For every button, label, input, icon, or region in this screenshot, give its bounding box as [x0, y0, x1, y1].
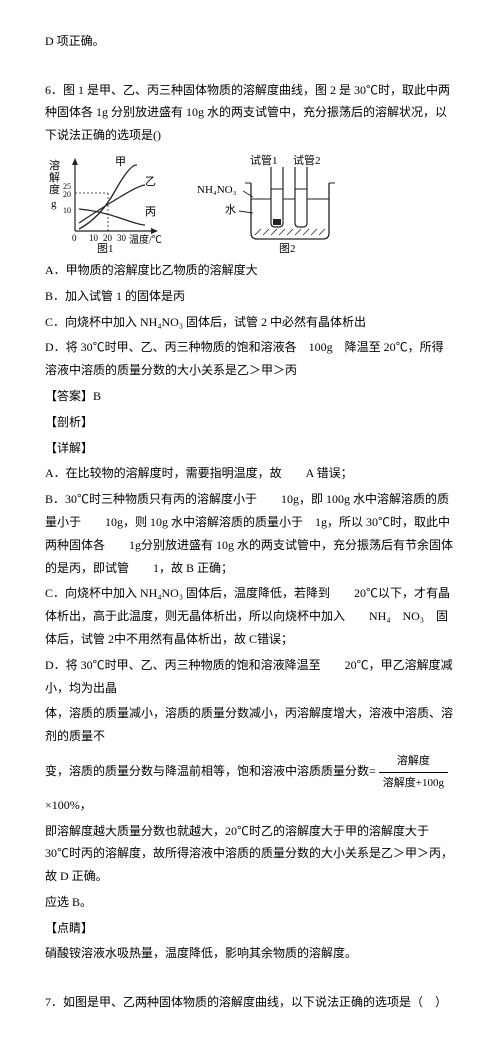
detail-header: 【详解】: [45, 437, 455, 460]
tip-body: 硝酸铵溶液水吸热量，温度降低，影响其余物质的溶解度。: [45, 942, 455, 965]
detail-d2: 变，溶质的质量分数与降温前相等，饱和溶液中溶质质量分数= 溶解度 溶解度+100…: [45, 751, 455, 817]
option-b: B．加入试管 1 的固体是丙: [45, 285, 455, 308]
detail-d1b: 体，溶质的质量减小，溶质的质量分数减小，丙溶解度增大，溶液中溶质、溶剂的质量不: [45, 702, 455, 748]
detail-b: B．30℃时三种物质只有丙的溶解度小于 10g，即 100g 水中溶解溶质的质量…: [45, 488, 455, 579]
fig2-caption: 图2: [279, 242, 296, 253]
water-label: 水: [225, 203, 236, 216]
label-bing: 丙: [145, 206, 156, 218]
figure-row: 溶 解 度 g 10 20 25 甲 乙 丙 0 10: [45, 153, 455, 253]
tube2-label: 试管2: [293, 153, 321, 167]
xtick-0: 0: [72, 233, 77, 243]
detail-d2b: ×100%，: [45, 798, 92, 812]
label-jia: 甲: [115, 156, 126, 168]
select-b: 应选 B。: [45, 891, 455, 914]
y-axis-unit: g: [51, 198, 57, 210]
tube1-solid: [273, 219, 281, 225]
label-yi: 乙: [145, 175, 156, 188]
figure-1-wrapper: 溶 解 度 g 10 20 25 甲 乙 丙 0 10: [45, 153, 175, 253]
detail-d1a: D．将 30℃时甲、乙、丙三种物质的饱和溶液降温至 20℃，甲乙溶解度减小，均为…: [45, 654, 455, 700]
tip-header: 【点睛】: [45, 917, 455, 940]
tube2: [295, 167, 307, 227]
answer: 【答案】B: [45, 385, 455, 408]
fraction-denominator: 溶解度+100g: [379, 773, 448, 794]
y-axis-label-3: 度: [49, 182, 60, 196]
fig1-caption: 图1: [97, 242, 114, 253]
x-axis-label: 温度/℃: [129, 233, 162, 246]
ytick-20: 20: [63, 190, 71, 199]
detail-d3: 即溶解度越大质量分数也就越大，20℃时乙的溶解度大于甲的溶解度大于 30℃时丙的…: [45, 820, 455, 888]
option-d: D．将 30℃时甲、乙、丙三种物质的饱和溶液各 100g 降温至 20℃，所得溶…: [45, 336, 455, 382]
option-a: A．甲物质的溶解度比乙物质的溶解度大: [45, 259, 455, 282]
ytick-10: 10: [63, 206, 71, 215]
question-6: 6．图 1 是甲、乙、丙三种固体物质的溶解度曲线，图 2 是 30℃时，取此中两…: [45, 79, 455, 147]
xtick-30: 30: [117, 233, 127, 243]
option-c: C．向烧杯中加入 NH₄NO₃ 固体后，试管 2 中必然有晶体析出: [45, 311, 455, 334]
detail-c: C．向烧杯中加入 NH₄NO₃ 固体后，温度降低，若降到 20℃以下，才有晶体析…: [45, 582, 455, 650]
xtick-20: 20: [103, 233, 113, 243]
curve-jia: [79, 165, 137, 229]
fraction-numerator: 溶解度: [379, 751, 448, 773]
x-arrow: [151, 228, 158, 234]
detail-d2a: 变，溶质的质量分数与降温前相等，饱和溶液中溶质质量分数=: [45, 764, 376, 778]
y-axis-label-1: 溶: [49, 158, 60, 172]
y-axis-label-2: 解: [49, 170, 60, 184]
beaker: [251, 183, 329, 239]
fraction: 溶解度 溶解度+100g: [379, 751, 448, 794]
ytick-25: 25: [63, 182, 71, 191]
analysis-header: 【剖析】: [45, 411, 455, 434]
xtick-10: 10: [89, 233, 99, 243]
paragraph-top-d: D 项正确。: [45, 30, 455, 53]
figure-2-wrapper: 试管1 试管2 NH₄NO₃: [195, 153, 355, 253]
salt-label: NH₄NO₃: [197, 184, 237, 196]
tube1: [271, 167, 283, 227]
figure-1-svg: 溶 解 度 g 10 20 25 甲 乙 丙 0 10: [45, 153, 175, 253]
y-arrow: [72, 158, 78, 165]
tube1-label: 试管1: [250, 153, 278, 167]
curve-yi: [79, 185, 145, 223]
figure-2-svg: 试管1 试管2 NH₄NO₃: [195, 153, 355, 253]
question-7: 7．如图是甲、乙两种固体物质的溶解度曲线，以下说法正确的选项是（ ）: [45, 991, 455, 1014]
detail-a: A．在比较物的溶解度时，需要指明温度，故 A 错误；: [45, 462, 455, 485]
